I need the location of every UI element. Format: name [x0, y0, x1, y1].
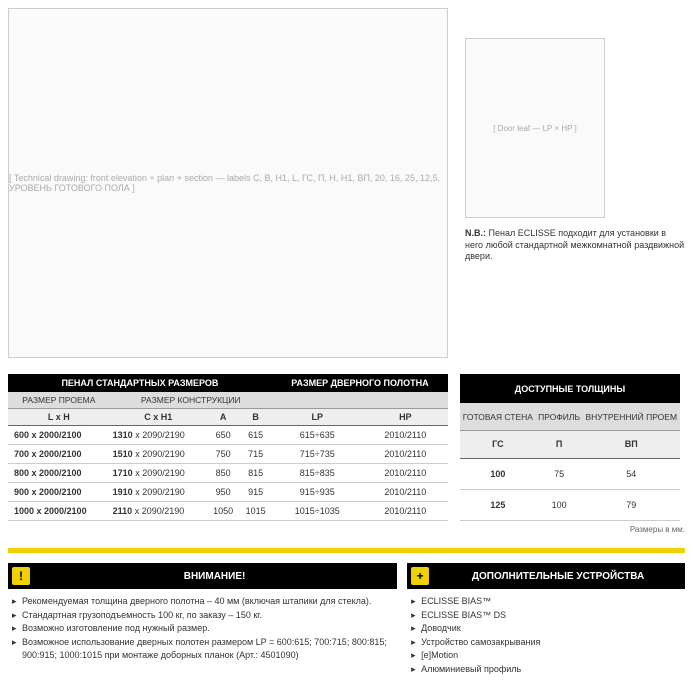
warning-icon: ! [12, 567, 30, 585]
cell-hp: 2010/2110 [363, 483, 448, 502]
cell-lp: 615÷635 [272, 426, 363, 445]
cell-a: 850 [207, 464, 239, 483]
list-item: Доводчик [411, 622, 685, 636]
cell-b: 615 [239, 426, 271, 445]
cell-lh: 800 x 2000/2100 [8, 464, 110, 483]
cell-b: 1015 [239, 502, 271, 521]
table-row: 12510079 [460, 489, 680, 520]
cell-p: 75 [536, 458, 583, 489]
col-ch1: C x H1 [110, 409, 207, 426]
cell-a: 950 [207, 483, 239, 502]
extras-title: ДОПОЛНИТЕЛЬНЫЕ УСТРОЙСТВА [435, 571, 681, 582]
col-lh: L x H [8, 409, 110, 426]
th-opening: РАЗМЕР ПРОЕМА [8, 392, 110, 409]
table-row: 700 x 2000/21001510 x 2090/2190750715715… [8, 445, 448, 464]
cell-vp: 79 [583, 489, 680, 520]
plus-icon: + [411, 567, 429, 585]
divider-yellow [8, 548, 685, 553]
extras-list: ECLISSE BIAS™ECLISSE BIAS™ DSДоводчикУст… [407, 589, 685, 676]
cell-ch1: 1510 x 2090/2190 [110, 445, 207, 464]
cell-hp: 2010/2110 [363, 426, 448, 445]
cell-gs: 125 [460, 489, 536, 520]
warning-bar: ! ВНИМАНИЕ! [8, 563, 397, 589]
list-item: ECLISSE BIAS™ DS [411, 609, 685, 623]
technical-drawing-leaf: [ Door leaf — LP × HP ] [465, 38, 605, 218]
cell-a: 650 [207, 426, 239, 445]
nb-body: Пенал ECLISSE подходит для установки в н… [465, 228, 684, 261]
technical-drawing-main: [ Technical drawing: front elevation + p… [8, 8, 448, 358]
warning-title: ВНИМАНИЕ! [36, 571, 393, 582]
col-lp: LP [272, 409, 363, 426]
table-row: 1007554 [460, 458, 680, 489]
th-gs-label: ГОТОВАЯ СТЕНА [460, 403, 536, 430]
cell-gs: 100 [460, 458, 536, 489]
col-hp: HP [363, 409, 448, 426]
cell-ch1: 1310 x 2090/2190 [110, 426, 207, 445]
table-row: 800 x 2000/21001710 x 2090/2190850815815… [8, 464, 448, 483]
list-item: Алюминиевый профиль [411, 663, 685, 677]
list-item: Рекомендуемая толщина дверного полотна –… [12, 595, 397, 609]
table-row: 900 x 2000/21001910 x 2090/2190950915915… [8, 483, 448, 502]
list-item: [e]Motion [411, 649, 685, 663]
list-item: Возможное использование дверных полотен … [12, 636, 397, 663]
th-p-label: ПРОФИЛЬ [536, 403, 583, 430]
th-leaf: РАЗМЕР ДВЕРНОГО ПОЛОТНА [272, 374, 448, 392]
cell-lh: 700 x 2000/2100 [8, 445, 110, 464]
list-item: Стандартная грузоподъемность 100 кг, по … [12, 609, 397, 623]
standard-sizes-table: ПЕНАЛ СТАНДАРТНЫХ РАЗМЕРОВ РАЗМЕР ДВЕРНО… [8, 374, 448, 521]
col-b: B [239, 409, 271, 426]
nb-prefix: N.B.: [465, 228, 486, 238]
th-thick: ДОСТУПНЫЕ ТОЛЩИНЫ [460, 374, 680, 403]
extras-bar: + ДОПОЛНИТЕЛЬНЫЕ УСТРОЙСТВА [407, 563, 685, 589]
cell-lh: 900 x 2000/2100 [8, 483, 110, 502]
th-vp: ВП [583, 430, 680, 458]
cell-b: 715 [239, 445, 271, 464]
th-construction: РАЗМЕР КОНСТРУКЦИИ [110, 392, 272, 409]
col-a: A [207, 409, 239, 426]
cell-lp: 715÷735 [272, 445, 363, 464]
list-item: ECLISSE BIAS™ [411, 595, 685, 609]
cell-b: 915 [239, 483, 271, 502]
table-row: 600 x 2000/21001310 x 2090/2190650615615… [8, 426, 448, 445]
th-blank [272, 392, 448, 409]
cell-a: 750 [207, 445, 239, 464]
list-item: Возможно изготовление под нужный размер. [12, 622, 397, 636]
th-penal: ПЕНАЛ СТАНДАРТНЫХ РАЗМЕРОВ [8, 374, 272, 392]
dimension-note: Размеры в мм. [8, 525, 685, 534]
cell-ch1: 1910 x 2090/2190 [110, 483, 207, 502]
th-gs: ГС [460, 430, 536, 458]
cell-b: 815 [239, 464, 271, 483]
table-row: 1000 x 2000/21002110 x 2090/219010501015… [8, 502, 448, 521]
cell-ch1: 2110 x 2090/2190 [110, 502, 207, 521]
cell-lh: 600 x 2000/2100 [8, 426, 110, 445]
warning-list: Рекомендуемая толщина дверного полотна –… [8, 589, 397, 663]
list-item: Устройство самозакрывания [411, 636, 685, 650]
th-vp-label: ВНУТРЕННИЙ ПРОЕМ [583, 403, 680, 430]
cell-lp: 915÷935 [272, 483, 363, 502]
nb-note: N.B.: Пенал ECLISSE подходит для установ… [465, 228, 685, 263]
cell-hp: 2010/2110 [363, 445, 448, 464]
cell-lh: 1000 x 2000/2100 [8, 502, 110, 521]
cell-p: 100 [536, 489, 583, 520]
cell-lp: 815÷835 [272, 464, 363, 483]
th-p: П [536, 430, 583, 458]
cell-hp: 2010/2110 [363, 464, 448, 483]
cell-a: 1050 [207, 502, 239, 521]
cell-vp: 54 [583, 458, 680, 489]
cell-hp: 2010/2110 [363, 502, 448, 521]
thickness-table: ДОСТУПНЫЕ ТОЛЩИНЫ ГОТОВАЯ СТЕНА ПРОФИЛЬ … [460, 374, 680, 521]
cell-ch1: 1710 x 2090/2190 [110, 464, 207, 483]
cell-lp: 1015÷1035 [272, 502, 363, 521]
